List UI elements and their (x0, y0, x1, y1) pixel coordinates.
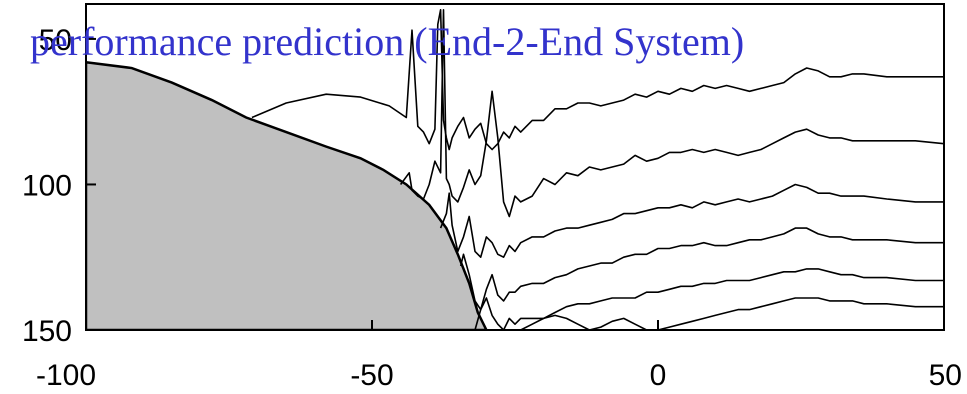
series-line-4 (459, 227, 944, 311)
y-tick-label: 50 (39, 24, 72, 57)
plot-frame (85, 3, 945, 331)
series-line-3 (439, 183, 944, 259)
x-tick-label: -50 (350, 359, 393, 392)
series-line-2 (399, 9, 944, 218)
y-tick-label: 150 (22, 315, 72, 348)
series-line-6 (520, 297, 944, 330)
series-line-1 (251, 9, 944, 151)
y-tick-label: 100 (22, 169, 72, 202)
series-line-5 (474, 268, 944, 330)
x-tick-label: -100 (36, 359, 96, 392)
chart-title: performance prediction (End-2-End System… (30, 19, 744, 64)
x-tick-label: 50 (929, 359, 962, 392)
x-tick-label: 0 (650, 359, 667, 392)
